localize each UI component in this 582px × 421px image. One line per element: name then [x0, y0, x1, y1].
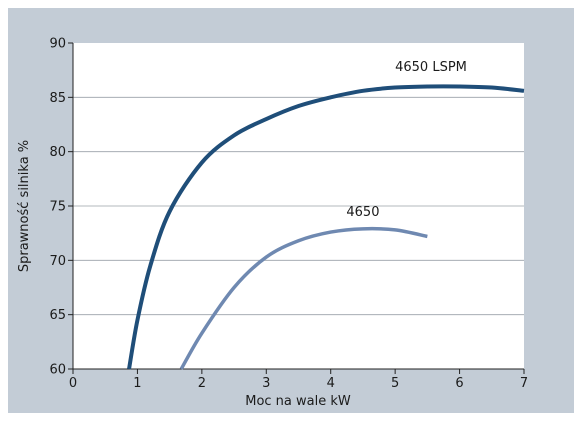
y-tick-label-90: 90 — [49, 37, 66, 52]
x-tick-label-1: 1 — [133, 376, 141, 391]
series-line-4650-lspm — [127, 84, 525, 370]
series-label-4650: 4650 — [346, 205, 379, 220]
x-tick-label-0: 0 — [69, 376, 77, 391]
efficiency-chart: 60 65 70 75 80 85 90 0 1 2 3 4 5 6 7 4650 LSPM 4650 Moc … — [17, 37, 528, 410]
grid-lines — [73, 96, 524, 316]
chart-frame: 60 65 70 75 80 85 90 0 1 2 3 4 5 6 7 4650 LSPM 4650 Moc … — [8, 8, 574, 413]
series-label-4650-lspm: 4650 LSPM — [395, 60, 467, 75]
x-tick-label-4: 4 — [327, 376, 335, 391]
y-axis-title: Sprawność silnika % — [17, 140, 32, 272]
y-tick-label-70: 70 — [49, 254, 66, 269]
x-axis-title: Moc na wale kW — [245, 394, 351, 409]
x-tick-label-3: 3 — [262, 376, 270, 391]
axes — [68, 42, 525, 374]
x-tick-label-5: 5 — [391, 376, 399, 391]
labels: 60 65 70 75 80 85 90 0 1 2 3 4 5 6 7 4650 LSPM 4650 — [49, 37, 528, 392]
x-tick-label-7: 7 — [520, 376, 528, 391]
y-tick-label-85: 85 — [49, 91, 66, 106]
y-tick-label-60: 60 — [49, 363, 66, 378]
y-tick-label-65: 65 — [49, 308, 66, 323]
x-tick-label-6: 6 — [455, 376, 463, 391]
series-line-4650 — [179, 226, 428, 370]
y-tick-label-80: 80 — [49, 145, 66, 160]
y-tick-label-75: 75 — [49, 200, 66, 215]
x-tick-label-2: 2 — [198, 376, 206, 391]
series-layer — [127, 84, 525, 370]
